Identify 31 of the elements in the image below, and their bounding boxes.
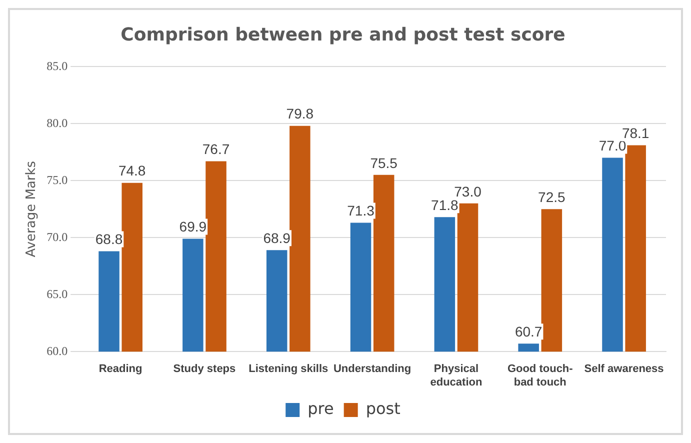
data-label: 71.3 — [347, 202, 375, 219]
y-tick-label: 80.0 — [46, 116, 68, 130]
data-label: 76.7 — [202, 141, 230, 158]
x-tick-label: Reading — [98, 363, 142, 376]
data-label: 75.5 — [370, 154, 398, 171]
data-label: 77.0 — [598, 138, 626, 154]
data-label: 79.8 — [286, 106, 314, 122]
legend-label: post — [366, 399, 400, 418]
y-axis-title: Average Marks — [24, 160, 40, 258]
x-tick-label: Good touch-bad touch — [507, 363, 574, 388]
x-tick-label: Self awareness — [584, 363, 664, 376]
data-label: 73.0 — [454, 183, 482, 200]
data-label: 72.5 — [538, 188, 566, 205]
x-tick-label: Understanding — [333, 363, 412, 376]
y-tick-label: 75.0 — [46, 172, 68, 187]
y-tick-label: 65.0 — [46, 286, 68, 301]
data-label: 68.9 — [263, 230, 291, 246]
data-label: 71.8 — [431, 196, 459, 213]
x-tick-label: Study steps — [173, 363, 236, 376]
data-label: 74.8 — [118, 162, 146, 179]
x-tick-label: Listening skills — [248, 363, 328, 376]
data-label: 68.8 — [95, 231, 123, 248]
data-label: 60.7 — [514, 323, 542, 340]
chart-title: Comprison between pre and post test score — [120, 24, 566, 46]
x-tick-label: Physical education — [430, 363, 482, 388]
data-label: 69.9 — [179, 218, 207, 235]
data-label: 78.1 — [622, 125, 650, 142]
y-tick-label: 85.0 — [46, 58, 68, 73]
y-tick-label: 60.0 — [46, 344, 68, 358]
legend-label: pre — [308, 399, 334, 418]
y-tick-label: 70.0 — [46, 230, 68, 244]
